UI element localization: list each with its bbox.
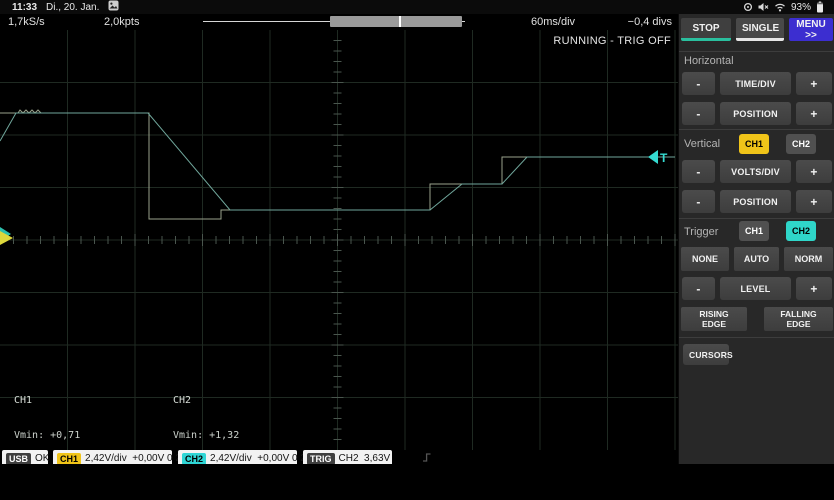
offset-divs: −0,4 divs [627,16,672,28]
cursors-button[interactable]: CURSORS [683,344,733,365]
ch1-zero-marker[interactable] [0,231,13,245]
vposition-minus-button[interactable]: - [682,190,715,213]
menu-button[interactable]: MENU >> [789,18,833,41]
vposition-button[interactable]: POSITION [720,190,791,213]
sample-rate: 1,7kS/s [8,16,45,28]
statusbar-right: 93% [743,1,834,13]
scrollbar-thumb[interactable] [330,16,462,27]
control-panel: STOP SINGLE MENU >> Horizontal - TIME/DI… [678,14,834,464]
scrollbar-position-tick [399,16,401,27]
voltsdiv-button[interactable]: VOLTS/DIV [720,160,791,183]
usb-status-chip[interactable]: USB OK [2,450,50,467]
measurement-line: Vmin: +1,32 [173,429,240,441]
status-chip-row: USB OK CH1 2,42V/div +0,00V 0 2.2X CH2 2… [0,450,678,467]
measurement-line: Vmin: +0,71 [14,429,81,441]
waveform-graticule: T [0,30,678,450]
battery-icon [816,1,824,13]
ch2-measurements-title: CH2 [173,395,192,406]
acquisition-status: RUNNING - TRIG OFF [553,35,671,47]
trigger-ch1-button[interactable]: CH1 [739,221,769,241]
level-minus-button[interactable]: - [682,277,715,300]
watch-icon [743,2,753,12]
trigger-norm-button[interactable]: NORM [784,247,833,271]
rising-edge-button[interactable]: RISING EDGE [681,307,747,331]
svg-text:T: T [660,151,668,165]
voltsdiv-minus-button[interactable]: - [682,160,715,183]
voltsdiv-plus-button[interactable]: + [796,160,832,183]
trigger-level-marker[interactable]: T [648,150,668,165]
date: Di., 20. Jan. [46,1,100,13]
time-per-div: 60ms/div [531,16,576,28]
ch1-badge: CH1 [57,452,82,465]
screenshot-notification-icon [108,0,119,14]
level-plus-button[interactable]: + [796,277,832,300]
timediv-plus-button[interactable]: + [796,72,832,95]
statusbar-left: 11:33 Di., 20. Jan. [0,0,119,14]
divider [679,51,834,52]
trig-badge: TRIG [307,452,335,465]
timediv-minus-button[interactable]: - [682,72,715,95]
vertical-ch1-button[interactable]: CH1 [739,134,769,154]
level-button[interactable]: LEVEL [720,277,791,300]
usb-badge: USB [6,452,32,465]
ch2-trace [0,112,675,211]
trigger-ch2-button[interactable]: CH2 [786,221,816,241]
hposition-minus-button[interactable]: - [682,102,715,125]
clock: 11:33 [12,1,38,13]
scope-info-bar: 1,7kS/s 2,0kpts 60ms/div −0,4 divs [0,14,678,30]
trig-settings-text: CH2 3,63V [338,453,391,464]
ch1-measurements-title: CH1 [14,395,33,406]
vertical-ch2-button[interactable]: CH2 [786,134,816,154]
trigger-none-button[interactable]: NONE [681,247,729,271]
single-button[interactable]: SINGLE [736,18,784,41]
oscilloscope-display: 1,7kS/s 2,0kpts 60ms/div −0,4 divs T [0,14,678,500]
grid-ticks [13,40,676,440]
trigger-settings-chip[interactable]: TRIG CH2 3,63V [303,450,431,467]
rising-edge-icon [394,441,432,477]
mute-icon [758,2,769,12]
android-nav-bar [0,464,834,500]
trigger-auto-button[interactable]: AUTO [734,247,779,271]
android-status-bar: 11:33 Di., 20. Jan. 93% [0,0,834,14]
divider [679,129,834,130]
horizontal-scrollbar[interactable] [203,16,465,27]
hposition-plus-button[interactable]: + [796,102,832,125]
stop-button[interactable]: STOP [681,18,731,41]
divider [679,218,834,219]
wifi-icon [774,2,786,12]
vposition-plus-button[interactable]: + [796,190,832,213]
section-trigger: Trigger [684,226,719,238]
section-vertical: Vertical [684,138,721,150]
usb-status-text: OK [35,453,50,464]
record-length: 2,0kpts [104,16,140,28]
battery-percent: 93% [790,1,811,13]
section-horizontal: Horizontal [684,55,734,67]
hposition-button[interactable]: POSITION [720,102,791,125]
divider [679,337,834,338]
falling-edge-button[interactable]: FALLING EDGE [764,307,833,331]
timediv-button[interactable]: TIME/DIV [720,72,791,95]
ch2-badge: CH2 [182,452,207,465]
